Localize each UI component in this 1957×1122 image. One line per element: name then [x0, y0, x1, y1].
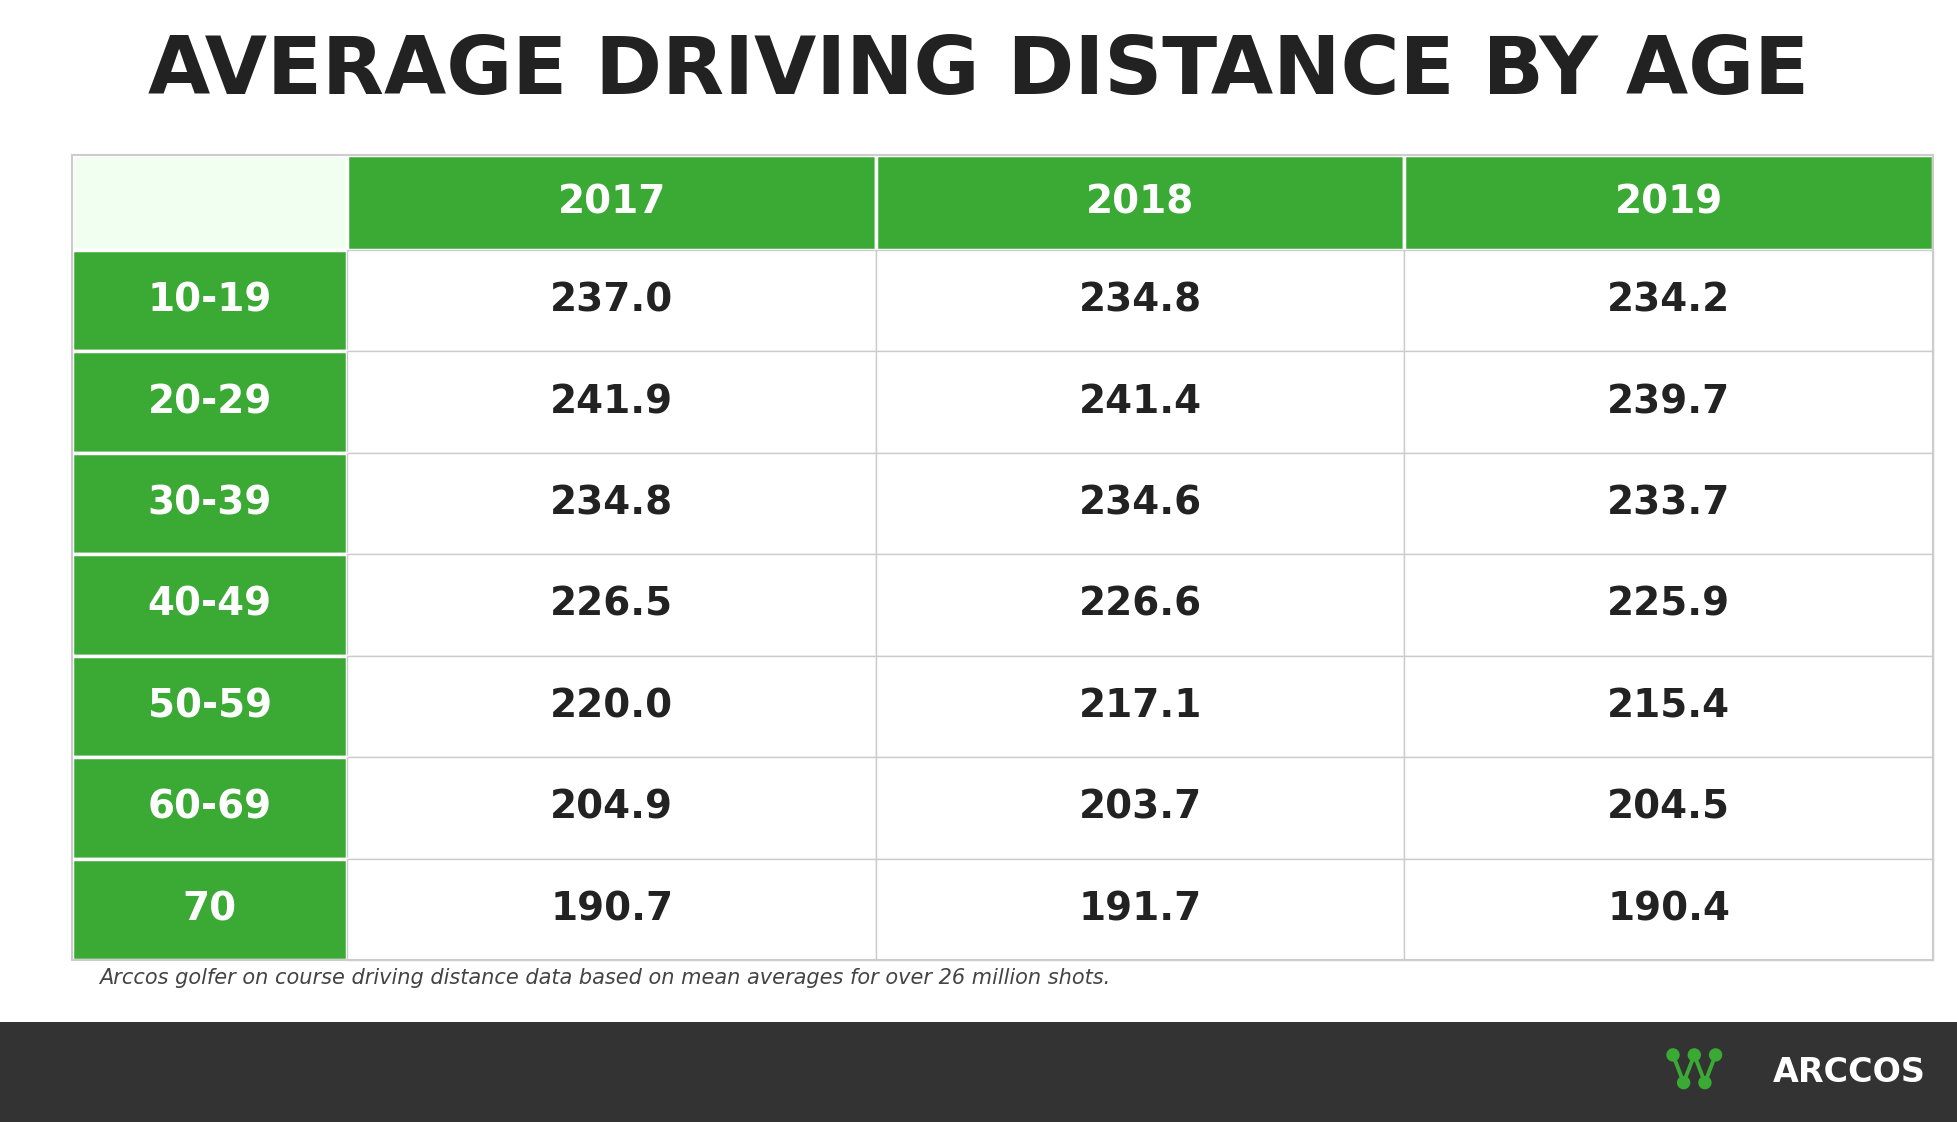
- Bar: [1403, 858, 1932, 960]
- Bar: [1403, 757, 1932, 858]
- Bar: [72, 453, 346, 554]
- Text: 234.8: 234.8: [1078, 282, 1202, 320]
- Bar: [72, 757, 346, 858]
- Text: 204.9: 204.9: [550, 789, 673, 827]
- Bar: [346, 655, 875, 757]
- Text: 203.7: 203.7: [1078, 789, 1202, 827]
- Text: 190.7: 190.7: [550, 890, 673, 928]
- Text: 225.9: 225.9: [1607, 586, 1730, 624]
- Text: 241.9: 241.9: [550, 383, 673, 421]
- Bar: [875, 655, 1403, 757]
- Text: 20-29: 20-29: [147, 383, 272, 421]
- Bar: [72, 250, 346, 351]
- Text: 220.0: 220.0: [550, 688, 673, 726]
- Bar: [1403, 554, 1932, 655]
- Bar: [72, 554, 346, 655]
- Bar: [875, 554, 1403, 655]
- Bar: [875, 250, 1403, 351]
- Bar: [1403, 655, 1932, 757]
- Text: 233.7: 233.7: [1607, 485, 1730, 523]
- Bar: [72, 155, 346, 250]
- Bar: [72, 351, 346, 453]
- Bar: [72, 858, 346, 960]
- Bar: [346, 554, 875, 655]
- Text: 191.7: 191.7: [1078, 890, 1202, 928]
- Bar: [346, 453, 875, 554]
- Text: 40-49: 40-49: [147, 586, 272, 624]
- Bar: [0, 1022, 1957, 1122]
- Text: 237.0: 237.0: [550, 282, 673, 320]
- Bar: [875, 453, 1403, 554]
- Text: 217.1: 217.1: [1078, 688, 1202, 726]
- Circle shape: [1665, 1049, 1679, 1061]
- Bar: [72, 655, 346, 757]
- Text: 239.7: 239.7: [1607, 383, 1730, 421]
- Bar: [346, 858, 875, 960]
- Bar: [1403, 250, 1932, 351]
- Text: 2019: 2019: [1615, 184, 1722, 221]
- Text: ARCCOS: ARCCOS: [1773, 1056, 1926, 1088]
- Text: 2018: 2018: [1086, 184, 1194, 221]
- Text: 226.5: 226.5: [550, 586, 673, 624]
- Circle shape: [1687, 1049, 1699, 1061]
- Text: 2017: 2017: [558, 184, 665, 221]
- Circle shape: [1677, 1077, 1689, 1088]
- Text: 30-39: 30-39: [147, 485, 272, 523]
- Bar: [346, 351, 875, 453]
- Text: 70: 70: [182, 890, 237, 928]
- Text: 215.4: 215.4: [1607, 688, 1730, 726]
- Text: 234.8: 234.8: [550, 485, 673, 523]
- Text: 234.6: 234.6: [1078, 485, 1202, 523]
- Text: 10-19: 10-19: [147, 282, 272, 320]
- Bar: [1403, 351, 1932, 453]
- Bar: [1403, 453, 1932, 554]
- Bar: [1403, 155, 1932, 250]
- Bar: [346, 250, 875, 351]
- Text: 204.5: 204.5: [1607, 789, 1730, 827]
- Text: 234.2: 234.2: [1607, 282, 1730, 320]
- Bar: [875, 757, 1403, 858]
- Bar: [875, 155, 1403, 250]
- Bar: [72, 155, 1932, 960]
- Bar: [875, 351, 1403, 453]
- Text: 190.4: 190.4: [1607, 890, 1730, 928]
- Circle shape: [1699, 1077, 1710, 1088]
- Text: 226.6: 226.6: [1078, 586, 1202, 624]
- Bar: [346, 757, 875, 858]
- Text: 50-59: 50-59: [147, 688, 272, 726]
- Text: Arccos golfer on course driving distance data based on mean averages for over 26: Arccos golfer on course driving distance…: [100, 968, 1110, 988]
- Bar: [346, 155, 875, 250]
- Circle shape: [1708, 1049, 1720, 1061]
- Text: 241.4: 241.4: [1078, 383, 1202, 421]
- Text: 60-69: 60-69: [147, 789, 272, 827]
- Text: AVERAGE DRIVING DISTANCE BY AGE: AVERAGE DRIVING DISTANCE BY AGE: [149, 33, 1808, 111]
- Bar: [875, 858, 1403, 960]
